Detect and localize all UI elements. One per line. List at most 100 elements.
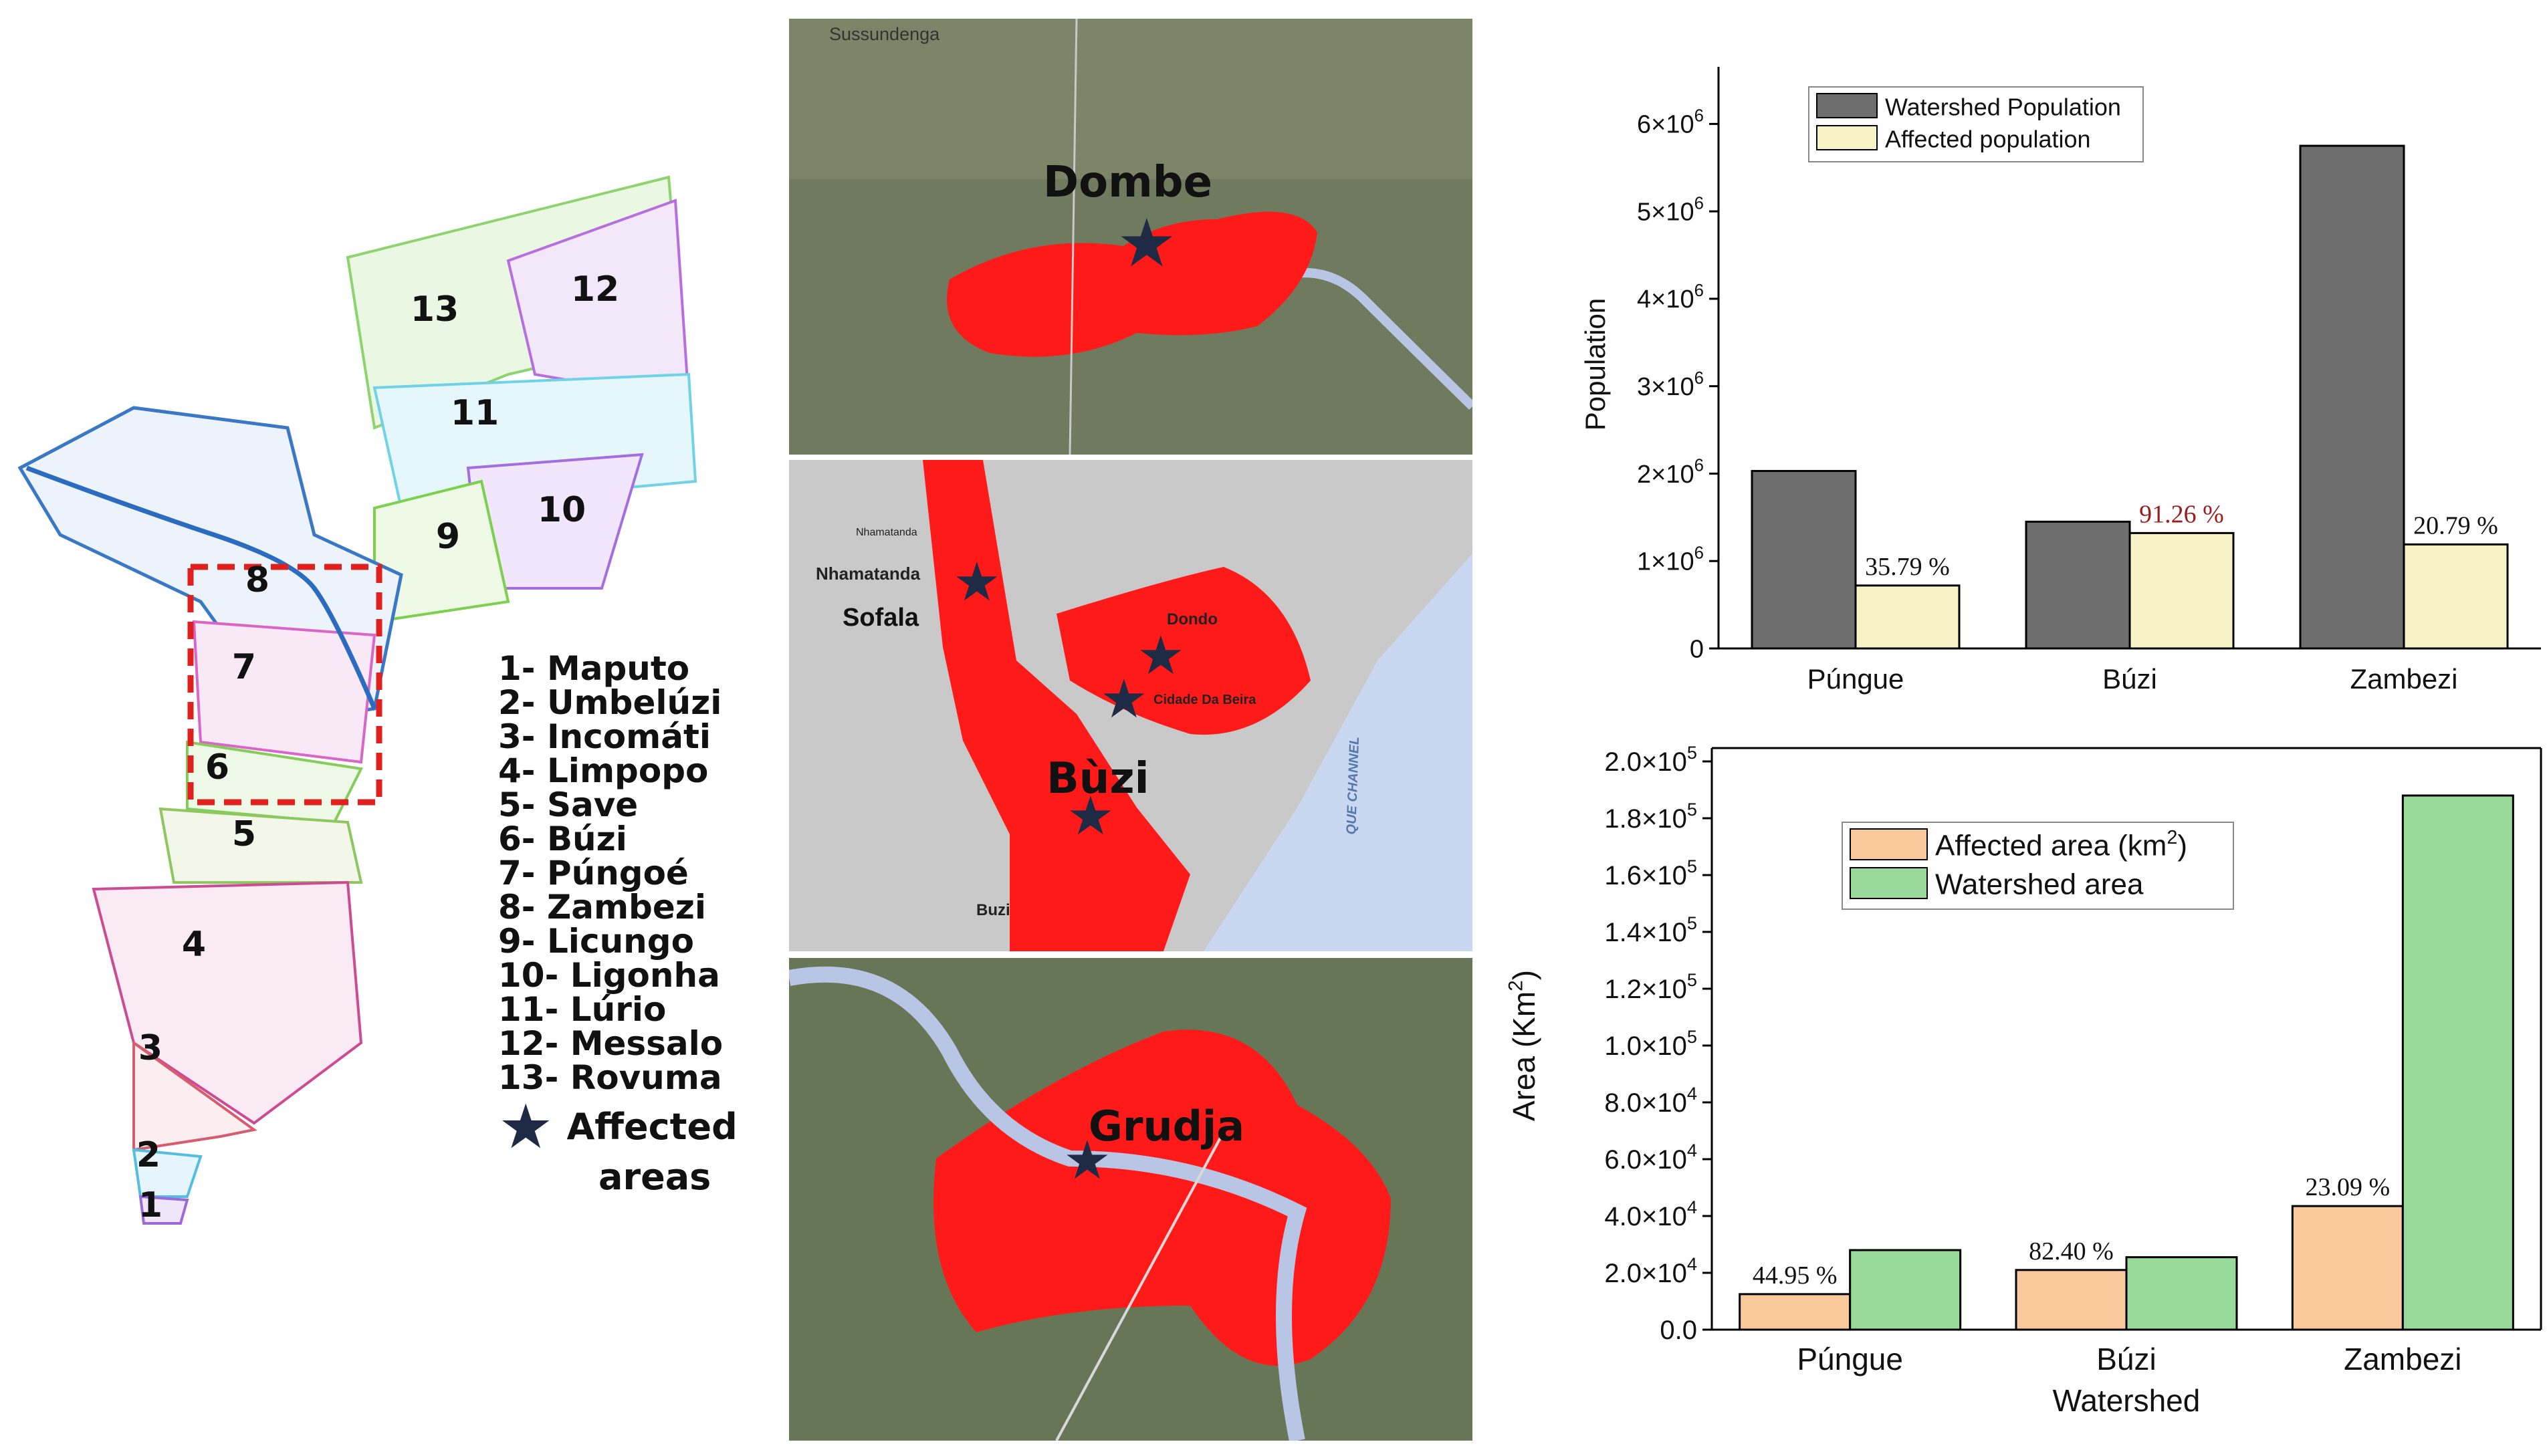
place-label-dondo: Dondo bbox=[1167, 610, 1218, 628]
basin-number-label: 6 bbox=[205, 747, 229, 787]
legend-item: 3- Incomáti bbox=[498, 717, 711, 756]
y-axis-label: Area (Km2) bbox=[1505, 970, 1541, 1121]
place-label-sofala: Sofala bbox=[843, 604, 919, 632]
legend-item: 7- Púngoé bbox=[498, 854, 689, 892]
satellite-tile-dombe: ★ Sussundenga Dombe bbox=[789, 19, 1472, 455]
chart-legend: Affected area (km2) Watershed area bbox=[1842, 822, 2234, 910]
y-tick-label: 0.0 bbox=[1660, 1316, 1697, 1345]
place-label-nhamatanda: Nhamatanda bbox=[816, 564, 921, 584]
place-label-beira: Cidade Da Beira bbox=[1153, 693, 1256, 707]
area-chart: 0.0 2.0×104 4.0×104 6.0×104 8.0×104 1.0×105 1.… bbox=[1498, 715, 2547, 1456]
y-tick-label: 1.6×105 bbox=[1604, 856, 1697, 890]
y-tick-label: 2.0×105 bbox=[1604, 742, 1697, 777]
satellite-tile-grudja: ★ Grudja bbox=[789, 958, 1472, 1441]
percent-annotation: 82.40 % bbox=[2029, 1237, 2114, 1265]
legend-swatch bbox=[1850, 867, 1928, 899]
bar-watershed-population-0 bbox=[1751, 470, 1857, 650]
basin-pungoe-shape bbox=[192, 620, 376, 764]
legend-entry-label: Watershed area bbox=[1935, 868, 2144, 900]
x-category-label: Búzi bbox=[2102, 663, 2157, 695]
x-category-label: Zambezi bbox=[2350, 663, 2457, 695]
star-icon: ★ bbox=[498, 1093, 554, 1161]
basin-number-label: 11 bbox=[451, 393, 499, 433]
tile-star: ★ bbox=[1063, 1130, 1111, 1190]
legend-affected-row: ★ Affected bbox=[498, 1093, 766, 1161]
legend-entry-label: Affected area (km2) bbox=[1935, 827, 2187, 862]
legend-entry-label: Affected population bbox=[1885, 126, 2091, 153]
legend-swatch bbox=[1816, 93, 1878, 118]
tile-star: ★ bbox=[1117, 206, 1177, 281]
tile-star: ★ bbox=[953, 552, 1001, 612]
percent-annotation: 91.26 % bbox=[2139, 500, 2224, 528]
legend-item: 4- Limpopo bbox=[498, 751, 709, 790]
bar-watershed-population-1 bbox=[2025, 520, 2131, 650]
population-chart: 0 1×106 2×106 3×106 4×106 5×106 6×106 35.79 % Pú… bbox=[1498, 0, 2547, 719]
legend-item: 12- Messalo bbox=[498, 1024, 724, 1063]
legend-swatch bbox=[1850, 828, 1928, 860]
basin-number-label: 9 bbox=[436, 517, 460, 557]
basin-number-label: 5 bbox=[232, 814, 256, 854]
legend-affected-label: Affected bbox=[566, 1106, 738, 1148]
basin-number-label: 13 bbox=[411, 289, 459, 330]
y-tick-label: 6×106 bbox=[1637, 107, 1704, 139]
bar-affected-population-2 bbox=[2403, 543, 2509, 650]
site-label-buzi: Bùzi bbox=[1046, 754, 1149, 804]
percent-annotation: 20.79 % bbox=[2413, 511, 2498, 539]
population-bar-chart: 0 1×106 2×106 3×106 4×106 5×106 6×106 35.79 % Pú… bbox=[1579, 67, 2541, 695]
legend-entry-label: Watershed Population bbox=[1885, 94, 2121, 121]
basin-legend: 1- Maputo 2- Umbelúzi 3- Incomáti 4- Limpop… bbox=[498, 652, 766, 1201]
legend-item: 5- Save bbox=[498, 785, 639, 824]
y-axis-label: Population bbox=[1579, 298, 1611, 431]
legend-swatch bbox=[1816, 125, 1878, 150]
y-tick-label: 1×106 bbox=[1637, 543, 1704, 576]
legend-item: 13- Rovuma bbox=[498, 1058, 722, 1097]
bar-affected-area-km-2--0 bbox=[1739, 1293, 1852, 1331]
y-tick-label: 5×106 bbox=[1637, 194, 1704, 226]
y-tick-label: 1.4×105 bbox=[1604, 913, 1697, 947]
x-category-label: Púngue bbox=[1797, 1342, 1903, 1376]
sea-area bbox=[1204, 554, 1472, 951]
tile-star: ★ bbox=[1137, 626, 1185, 685]
area-bar-chart: 0.0 2.0×104 4.0×104 6.0×104 8.0×104 1.0×105 1.… bbox=[1505, 742, 2542, 1418]
flood-extent bbox=[933, 1029, 1391, 1366]
study-area-box bbox=[187, 564, 382, 806]
bar-watershed-population-2 bbox=[2299, 144, 2405, 650]
tile-star: ★ bbox=[1067, 786, 1115, 846]
basin-number-label: 8 bbox=[245, 560, 269, 600]
basin-number-label: 10 bbox=[538, 490, 586, 530]
y-tick-label: 2.0×104 bbox=[1604, 1253, 1697, 1288]
y-tick-label: 3×106 bbox=[1637, 369, 1704, 401]
bar-watershed-area-0 bbox=[1849, 1249, 1962, 1331]
river-channel bbox=[789, 966, 1307, 1441]
y-tick-label: 1.0×105 bbox=[1604, 1026, 1697, 1061]
x-category-label: Búzi bbox=[2096, 1342, 2156, 1376]
tile-star: ★ bbox=[1100, 669, 1148, 729]
legend-item-list: 1- Maputo 2- Umbelúzi 3- Incomáti 4- Limpop… bbox=[498, 652, 766, 1095]
place-label-sussundenga: Sussundenga bbox=[829, 24, 940, 44]
y-tick-label: 1.8×105 bbox=[1604, 799, 1697, 834]
basin-maputo-shape bbox=[138, 1195, 189, 1225]
y-tick-label: 8.0×104 bbox=[1604, 1083, 1697, 1118]
satellite-tile-buzi: ★ ★ ★ ★ Nhamatanda Sofala Dondo Cidade D… bbox=[789, 460, 1472, 951]
chart-legend: Watershed Population Affected population bbox=[1808, 86, 2144, 162]
legend-item: 9- Licungo bbox=[498, 922, 694, 961]
basin-number-label: 12 bbox=[571, 269, 619, 310]
buzi-flood-map: ★ ★ ★ ★ bbox=[789, 460, 1472, 951]
site-label-dombe: Dombe bbox=[1043, 158, 1212, 207]
legend-item: 11- Lúrio bbox=[498, 990, 667, 1029]
y-tick-label: 0 bbox=[1690, 635, 1704, 663]
basin-limpopo-shape bbox=[92, 880, 363, 1125]
percent-annotation: 35.79 % bbox=[1865, 553, 1950, 581]
road-line bbox=[1055, 1131, 1225, 1441]
legend-item: 8- Zambezi bbox=[498, 888, 706, 927]
y-tick-label: 4×106 bbox=[1637, 281, 1704, 314]
bar-affected-population-0 bbox=[1854, 584, 1961, 650]
flood-extent bbox=[947, 211, 1317, 357]
basin-number-label: 1 bbox=[138, 1185, 162, 1225]
basin-number-label: 7 bbox=[232, 647, 256, 687]
basin-number-label: 2 bbox=[136, 1135, 160, 1175]
legend-item: 2- Umbelúzi bbox=[498, 683, 722, 722]
y-tick-label: 2×106 bbox=[1637, 457, 1704, 489]
